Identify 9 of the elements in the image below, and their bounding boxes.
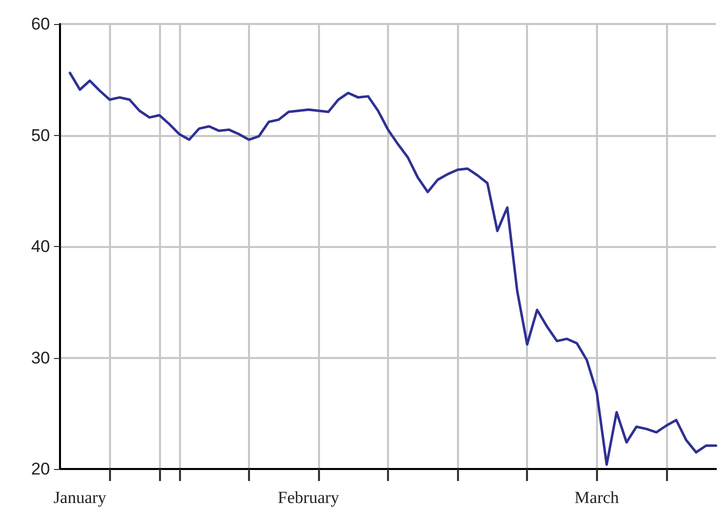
line-series xyxy=(68,72,718,466)
x-tick-label: March xyxy=(574,488,620,507)
y-tick-label: 50 xyxy=(31,126,50,145)
y-tick-label: 20 xyxy=(31,460,50,478)
y-tick-label: 60 xyxy=(31,14,50,34)
y-tick-label: 30 xyxy=(31,348,50,368)
x-tick-label: February xyxy=(278,488,340,507)
x-tick-label: January xyxy=(53,488,107,507)
y-tick-label: 40 xyxy=(31,237,50,256)
